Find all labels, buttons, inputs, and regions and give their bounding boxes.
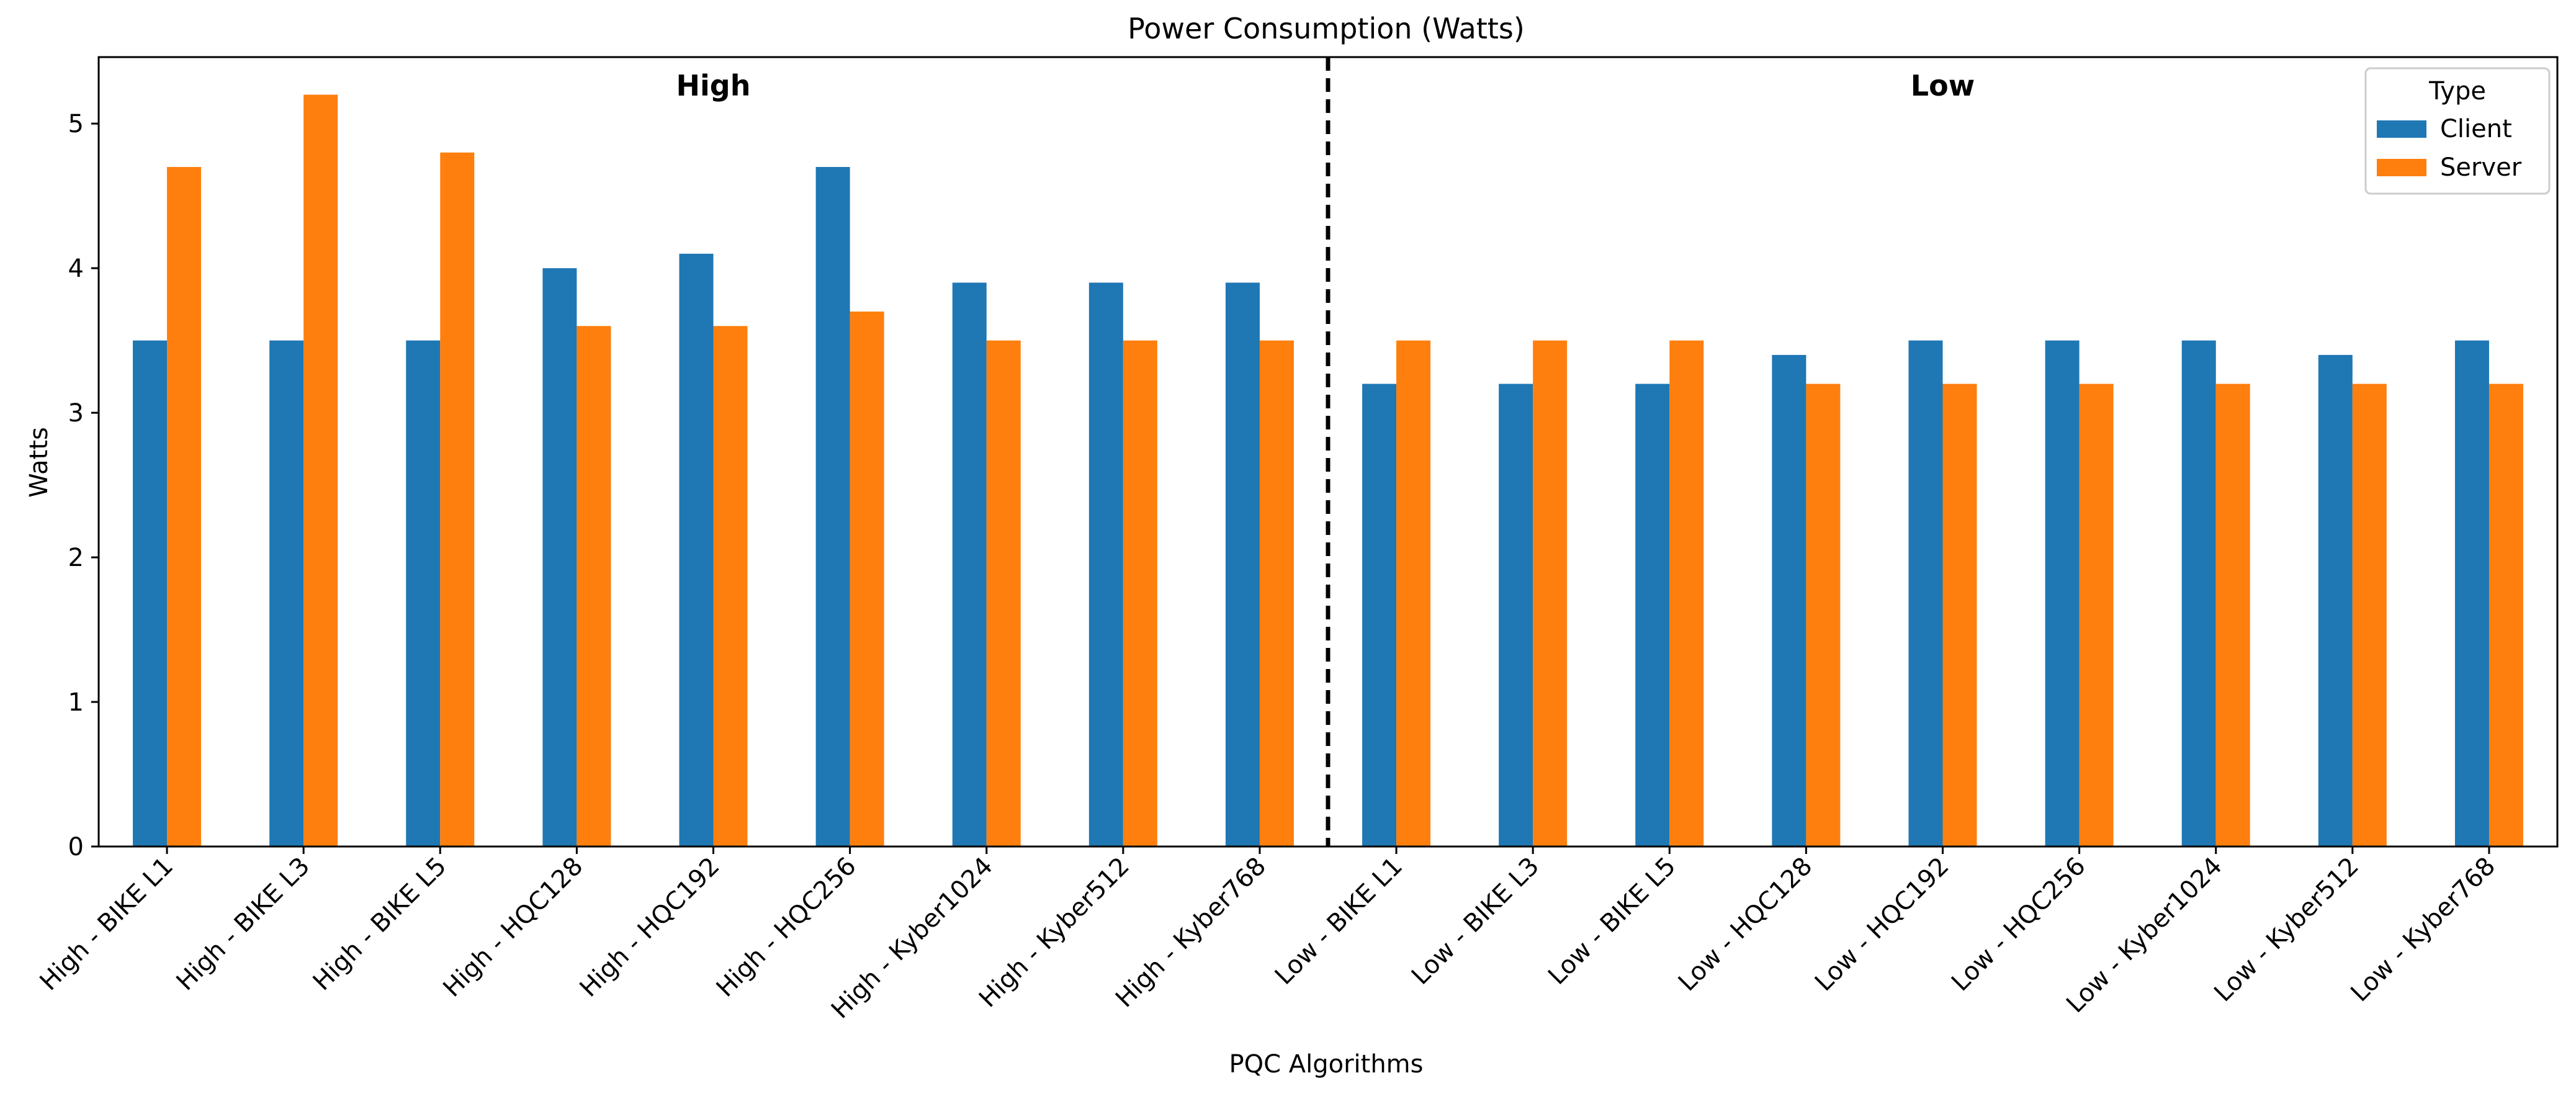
bar-client-3 — [406, 340, 441, 847]
y-tick-label: 3 — [68, 399, 84, 428]
bar-server-17 — [2352, 384, 2387, 847]
bar-client-4 — [542, 268, 577, 847]
bar-server-14 — [1942, 384, 1977, 847]
bar-server-13 — [1806, 384, 1841, 847]
x-tick-label: Low - Kyber512 — [2209, 852, 2364, 1008]
bar-client-18 — [2454, 340, 2489, 847]
bar-client-6 — [815, 167, 850, 847]
x-tick-label: High - BIKE L5 — [308, 852, 452, 997]
legend-label-client: Client — [2440, 115, 2512, 143]
bar-server-12 — [1669, 340, 1704, 847]
x-axis-label: PQC Algorithms — [1229, 1050, 1424, 1079]
x-tick-label: High - Kyber768 — [1110, 852, 1272, 1013]
x-tick-label: High - HQC192 — [575, 852, 725, 1003]
y-axis-label: Watts — [25, 427, 53, 498]
x-tick-label: Low - BIKE L3 — [1406, 852, 1545, 990]
x-tick-label: High - BIKE L3 — [171, 852, 316, 997]
bar-server-1 — [167, 167, 202, 847]
legend-swatch-server — [2377, 159, 2426, 176]
bar-client-14 — [1908, 340, 1943, 847]
bar-server-6 — [850, 312, 884, 847]
bar-client-8 — [1088, 282, 1123, 847]
bar-client-12 — [1635, 384, 1670, 847]
x-tick-label: High - Kyber512 — [974, 852, 1135, 1013]
x-tick-label: Low - HQC256 — [1946, 852, 2091, 997]
bar-server-9 — [1259, 340, 1294, 847]
bar-client-5 — [679, 253, 714, 847]
bar-client-9 — [1225, 282, 1260, 847]
chart-title: Power Consumption (Watts) — [1128, 12, 1525, 45]
group-label-low: Low — [1911, 69, 1975, 102]
bar-server-4 — [577, 326, 611, 847]
x-tick-label: High - BIKE L1 — [34, 852, 179, 997]
bar-server-16 — [2215, 384, 2250, 847]
bar-server-3 — [440, 152, 475, 847]
bar-client-13 — [1772, 354, 1806, 847]
bar-server-15 — [2079, 384, 2114, 847]
legend-swatch-client — [2377, 120, 2426, 138]
y-tick-label: 5 — [68, 110, 84, 138]
bar-server-8 — [1123, 340, 1157, 847]
legend: Type Client Server — [2364, 67, 2551, 195]
bar-client-16 — [2181, 340, 2216, 847]
plot-frame — [97, 56, 2559, 848]
x-tick-label: Low - BIKE L1 — [1270, 852, 1408, 990]
bar-server-10 — [1396, 340, 1431, 847]
y-tick-label: 2 — [68, 544, 84, 572]
bar-server-11 — [1533, 340, 1568, 847]
bar-client-7 — [952, 282, 987, 847]
x-tick-label: Low - HQC128 — [1673, 852, 1818, 997]
bar-server-5 — [713, 326, 748, 847]
group-label-high: High — [676, 69, 751, 102]
y-tick-label: 0 — [68, 833, 84, 861]
bar-client-2 — [269, 340, 304, 847]
bar-client-15 — [2045, 340, 2080, 847]
bar-client-1 — [133, 340, 168, 847]
legend-label-server: Server — [2440, 153, 2522, 182]
x-tick-label: High - HQC256 — [711, 852, 862, 1003]
bar-client-10 — [1362, 384, 1397, 847]
legend-title: Type — [2428, 77, 2486, 106]
x-tick-label: Low - Kyber768 — [2345, 852, 2501, 1008]
bar-server-18 — [2488, 384, 2523, 847]
bar-server-2 — [303, 94, 338, 847]
bar-client-17 — [2318, 354, 2353, 847]
bar-server-7 — [986, 340, 1021, 847]
y-tick-label: 4 — [68, 254, 84, 283]
x-tick-label: Low - HQC192 — [1810, 852, 1955, 997]
y-tick-label: 1 — [68, 688, 84, 717]
x-tick-label: High - HQC128 — [438, 852, 588, 1003]
bar-client-11 — [1499, 384, 1533, 847]
x-tick-label: Low - BIKE L5 — [1543, 852, 1681, 990]
